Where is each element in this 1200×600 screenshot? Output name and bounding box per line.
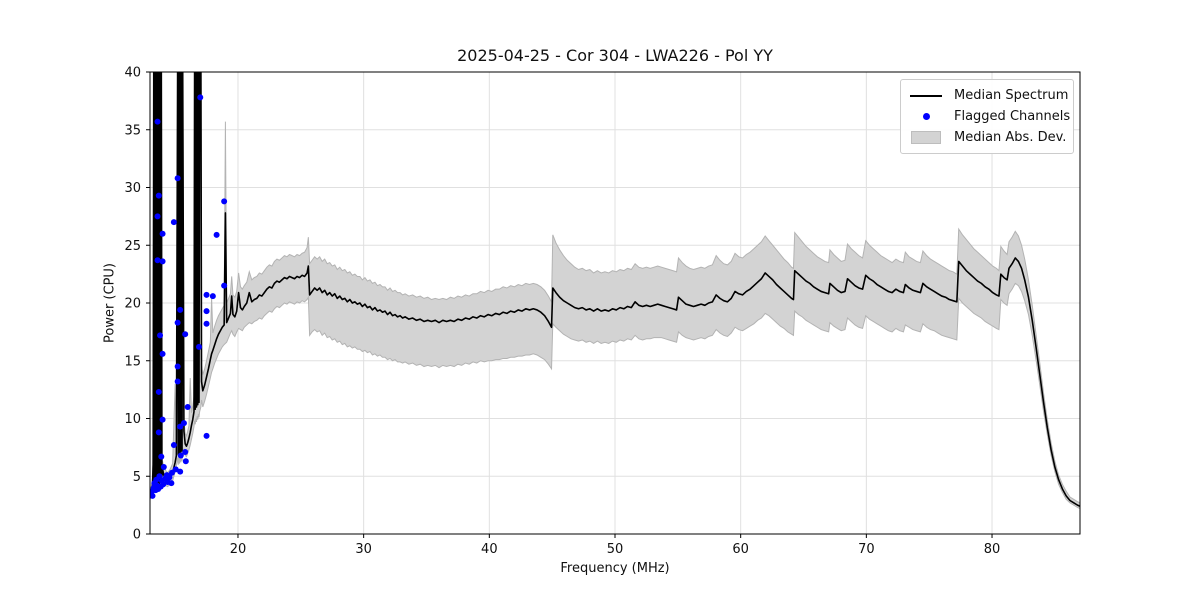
legend-item-flagged-channels: Flagged Channels — [910, 106, 1070, 127]
flagged-channel-dot — [150, 492, 156, 499]
flagged-channel-dot — [154, 118, 161, 125]
flagged-channel-dot — [172, 466, 179, 473]
x-tick-label: 70 — [858, 542, 875, 557]
x-tick-label: 80 — [984, 542, 1001, 557]
flagged-channel-dot — [154, 257, 161, 264]
x-axis-label: Frequency (MHz) — [560, 561, 670, 576]
y-tick-label: 5 — [133, 470, 141, 485]
flagged-channel-dot — [170, 442, 177, 449]
flagged-channel-dot — [221, 198, 228, 205]
flagged-channel-dot — [209, 293, 216, 300]
flagged-channel-dot — [174, 319, 181, 326]
flagged-channel-dot — [174, 378, 181, 385]
flagged-channel-dot — [155, 388, 162, 395]
flagged-channel-dot — [166, 474, 173, 481]
y-tick-label: 40 — [124, 66, 141, 81]
median-spectrum-line — [150, 72, 1080, 508]
flagged-channel-dot — [196, 343, 203, 350]
flagged-channel-dot — [158, 453, 165, 460]
legend-item-median-spectrum: Median Spectrum — [910, 85, 1068, 106]
y-tick-label: 0 — [133, 528, 141, 543]
x-tick-label: 60 — [732, 542, 749, 557]
flagged-channel-dot — [203, 308, 210, 315]
flagged-dot-icon — [910, 113, 942, 120]
flagged-channel-dot — [174, 175, 181, 182]
flagged-channel-dot — [203, 320, 210, 327]
chart-title: 2025-04-25 - Cor 304 - LWA226 - Pol YY — [457, 46, 773, 65]
median-line-icon — [910, 94, 942, 97]
flagged-channel-dot — [168, 469, 175, 476]
flagged-channel-dot — [221, 282, 228, 289]
flagged-channel-dot — [154, 213, 161, 220]
flagged-channel-dot — [159, 230, 166, 237]
y-tick-label: 15 — [124, 354, 141, 369]
flagged-channel-dot — [180, 420, 187, 427]
flagged-channel-dot — [213, 231, 220, 238]
flagged-channel-dot — [160, 464, 167, 471]
flagged-channel-dot — [168, 480, 175, 487]
flagged-channel-dot — [203, 432, 210, 439]
flagged-channel-dot — [182, 458, 189, 465]
legend-label: Flagged Channels — [954, 109, 1071, 124]
mad-band-lower-edge — [150, 282, 1080, 510]
flagged-channel-dot — [160, 481, 167, 488]
y-tick-label: 30 — [124, 181, 141, 196]
y-tick-label: 20 — [124, 297, 141, 312]
y-tick-label: 35 — [124, 123, 141, 138]
flagged-channel-dot — [159, 416, 166, 423]
flagged-channel-dot — [155, 429, 162, 436]
x-tick-label: 50 — [607, 542, 624, 557]
flagged-channel-dot — [170, 219, 177, 226]
mad-patch-icon — [910, 131, 942, 144]
flagged-channel-dot — [182, 449, 189, 455]
flagged-channel-dot — [156, 473, 163, 480]
legend-label: Median Abs. Dev. — [954, 130, 1067, 145]
plot-border — [149, 71, 1081, 535]
flagged-channel-dot — [155, 192, 162, 199]
mad-band — [150, 72, 1080, 509]
flagged-channel-dot — [157, 332, 164, 339]
flagged-channel-dot — [177, 306, 184, 313]
legend-label: Median Spectrum — [954, 88, 1069, 103]
y-tick-label: 25 — [124, 239, 141, 254]
flagged-channel-dot — [203, 291, 210, 298]
legend: Median Spectrum Flagged Channels Median … — [900, 79, 1074, 154]
flagged-channel-dot — [197, 94, 204, 101]
x-tick-label: 30 — [355, 542, 372, 557]
flagged-channel-dot — [177, 468, 184, 475]
legend-item-mad-band: Median Abs. Dev. — [910, 127, 1067, 148]
flagged-channel-dot — [174, 363, 181, 370]
flagged-channel-dot — [182, 331, 189, 338]
x-tick-label: 40 — [481, 542, 498, 557]
flagged-channel-dot — [177, 452, 184, 459]
y-tick-label: 10 — [124, 412, 141, 427]
flagged-channel-dot — [159, 258, 166, 265]
flagged-channel-dot — [184, 403, 191, 410]
flagged-channel-dot — [159, 350, 166, 357]
x-tick-label: 20 — [230, 542, 247, 557]
